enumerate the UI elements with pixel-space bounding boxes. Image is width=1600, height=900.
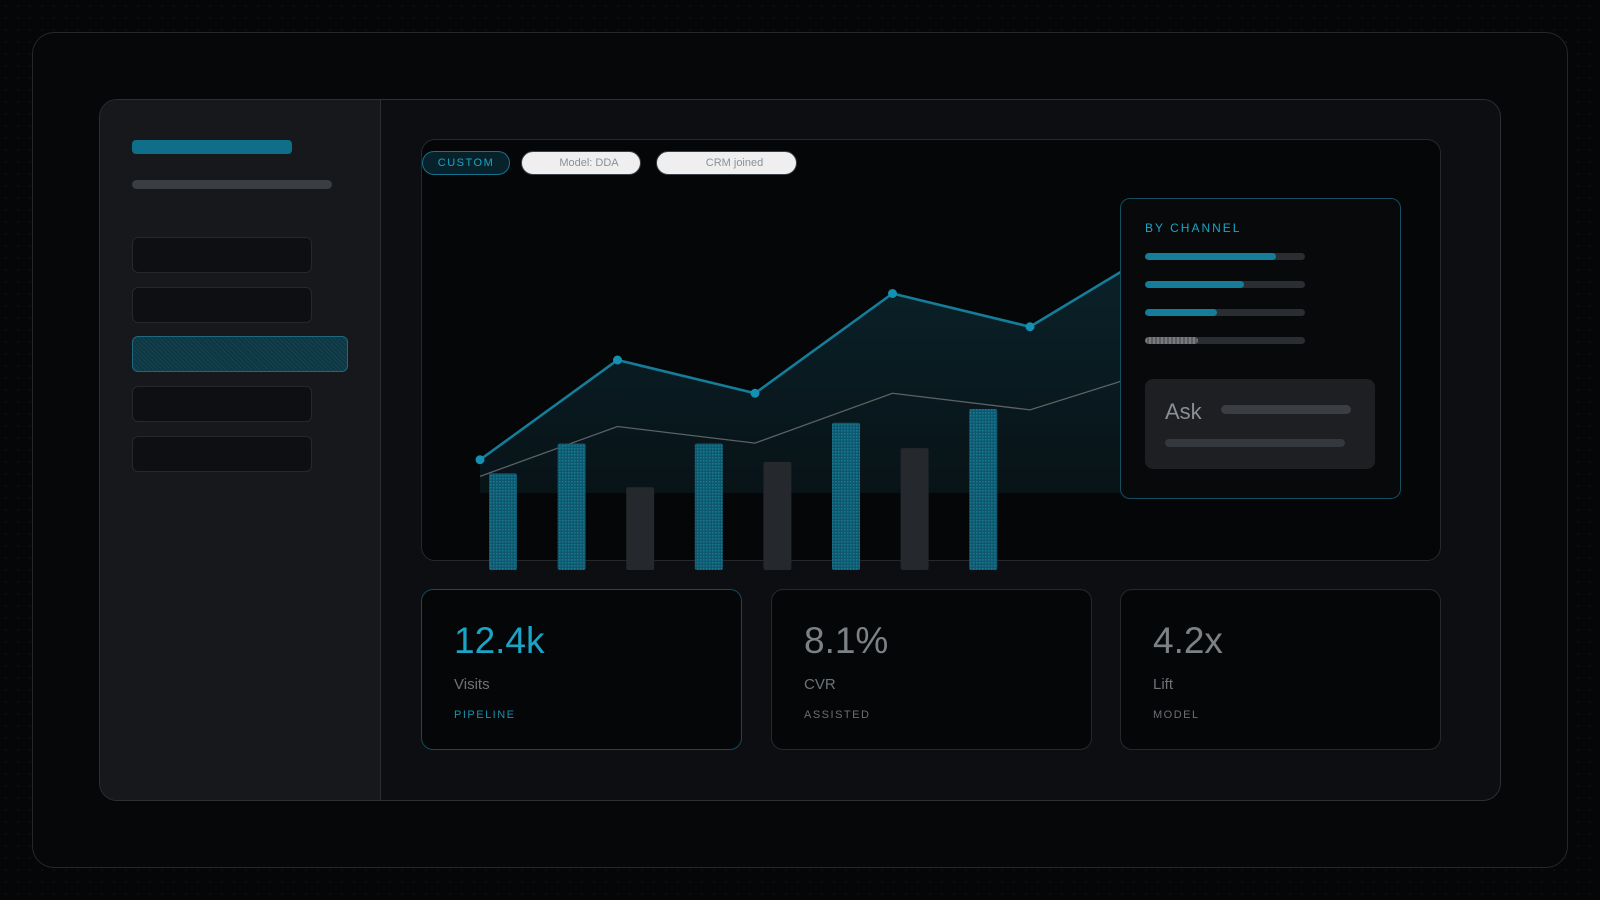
sidebar-nav-item-3-active[interactable] <box>132 336 348 372</box>
ask-input[interactable]: Ask <box>1145 379 1375 469</box>
stat-value: 4.2x <box>1153 620 1223 661</box>
chart-bar <box>694 443 723 570</box>
sidebar-nav-item-2[interactable] <box>132 287 312 323</box>
chart-point <box>888 289 897 298</box>
chart-bar <box>763 461 792 570</box>
channel-bar-fill <box>1145 309 1217 316</box>
chart-line-primary <box>479 242 1169 461</box>
stat-card-lift[interactable]: 4.2x Lift MODEL <box>1120 589 1441 750</box>
stat-value: 8.1% <box>804 620 889 661</box>
chart-point <box>750 388 760 398</box>
stat-label: Visits <box>454 676 490 693</box>
app-window: CUSTOM Model: DDA CRM joined BY CHANNEL … <box>99 99 1501 801</box>
channel-bar-3 <box>1145 309 1305 316</box>
chip-crm[interactable]: CRM joined <box>656 151 797 175</box>
chart-bar <box>832 422 860 570</box>
sidebar-nav-item-5[interactable] <box>132 436 312 472</box>
channel-bar-fill <box>1145 253 1277 260</box>
sidebar-nav-item-4[interactable] <box>132 386 312 422</box>
ask-label: Ask <box>1165 399 1202 424</box>
sidebar-nav-item-1[interactable] <box>132 237 312 273</box>
chart-point <box>613 355 622 365</box>
stat-tag: PIPELINE <box>454 709 516 721</box>
ask-placeholder-line <box>1221 405 1351 414</box>
sidebar-subtitle-placeholder <box>132 180 332 189</box>
attribution-chart <box>475 242 1169 570</box>
by-channel-card: BY CHANNEL Ask <box>1120 198 1401 499</box>
chart-line-secondary <box>479 366 1168 477</box>
channel-bar-2 <box>1145 281 1305 288</box>
chip-model[interactable]: Model: DDA <box>521 151 641 175</box>
channel-bar-fill <box>1145 281 1245 288</box>
chip-custom[interactable]: CUSTOM <box>422 151 510 175</box>
chart-bar <box>969 409 998 570</box>
stat-card-cvr[interactable]: 8.1% CVR ASSISTED <box>771 589 1092 750</box>
sidebar <box>100 100 381 800</box>
channel-bar-1 <box>1145 253 1305 260</box>
channel-title: BY CHANNEL <box>1145 221 1242 235</box>
channel-bar-fill <box>1145 337 1198 344</box>
stat-label: CVR <box>804 676 836 693</box>
stat-card-visits[interactable]: 12.4k Visits PIPELINE <box>421 589 742 750</box>
chart-bar <box>626 487 655 570</box>
chart-bar <box>557 443 586 570</box>
chart-bar <box>900 448 929 570</box>
stat-tag: ASSISTED <box>804 709 871 721</box>
stat-value: 12.4k <box>454 620 545 661</box>
stat-label: Lift <box>1153 676 1174 693</box>
chart-point <box>475 455 485 465</box>
channel-bar-4 <box>1145 337 1305 344</box>
chart-point <box>1025 322 1035 332</box>
chart-bar <box>489 473 517 570</box>
sidebar-logo-placeholder <box>132 140 292 154</box>
stat-tag: MODEL <box>1153 709 1200 721</box>
ask-placeholder-line <box>1165 439 1345 447</box>
